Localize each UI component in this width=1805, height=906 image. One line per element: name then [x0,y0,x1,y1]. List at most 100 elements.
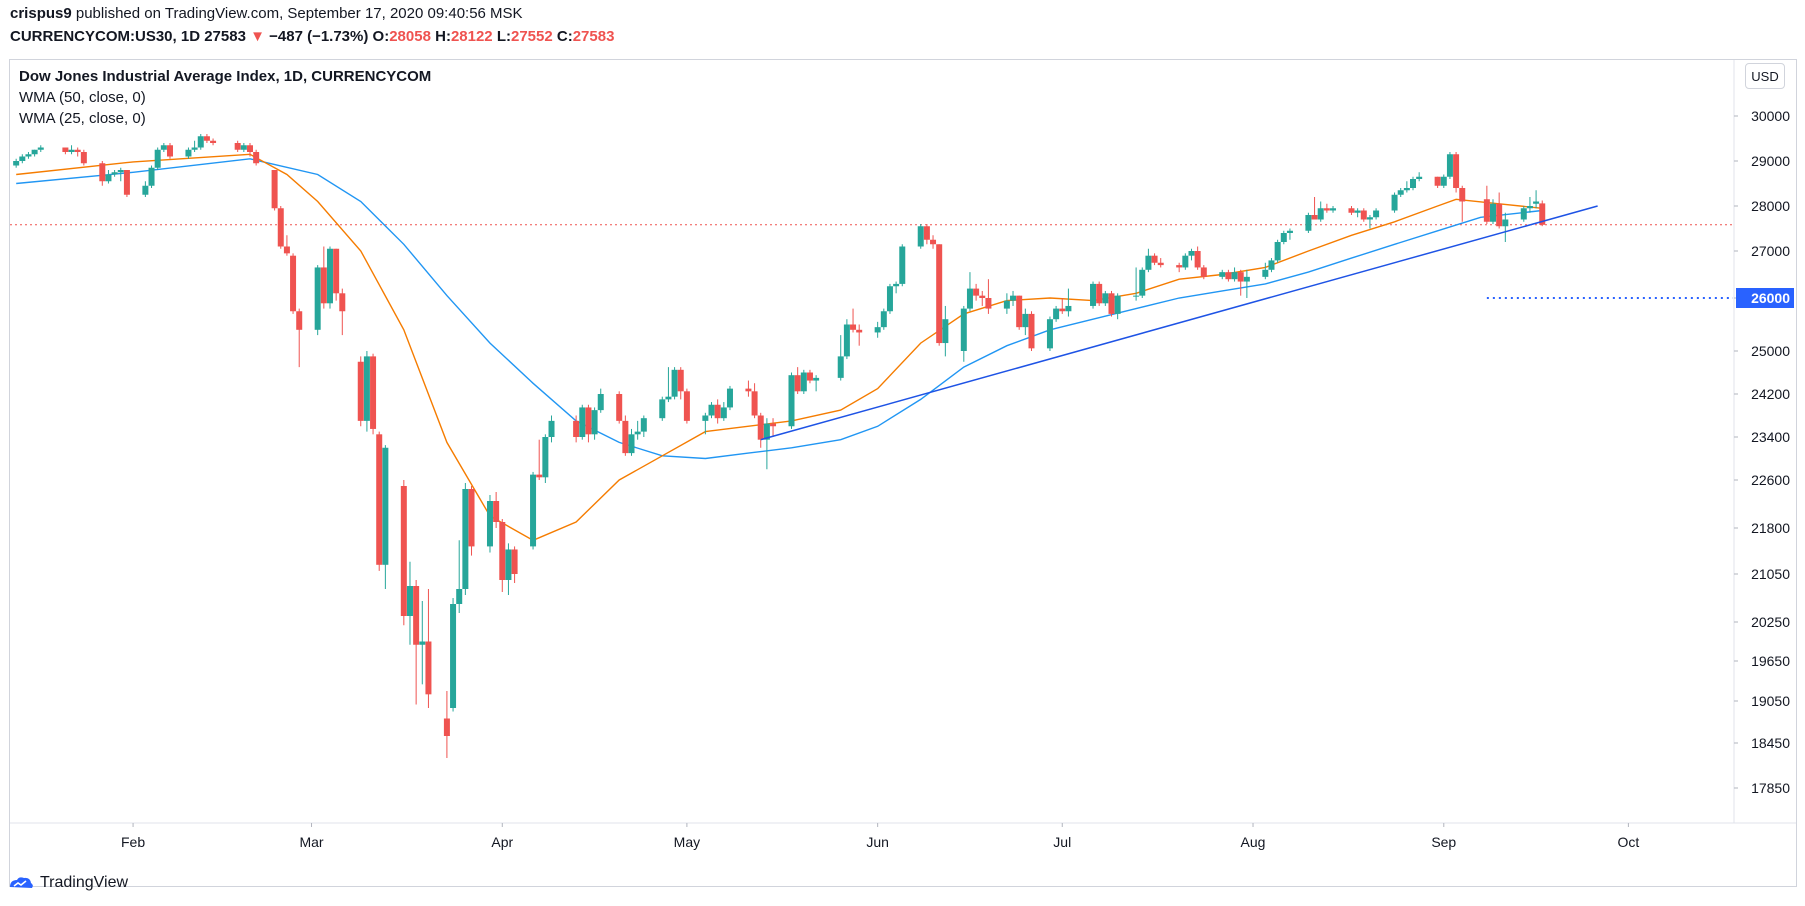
candle-body [591,410,598,435]
candle-body [234,143,241,150]
candle-body [806,372,813,381]
candles-group [13,134,1546,758]
candle-body [1028,313,1035,349]
candle-body [400,486,407,616]
candle-body [1496,203,1503,227]
legend-title: Dow Jones Industrial Average Index, 1D, … [19,68,432,85]
y-tick-label: 19650 [1751,653,1790,669]
candle-body [856,329,863,333]
candle-body [1237,272,1244,282]
candle-body [1373,210,1380,218]
currency-button[interactable]: USD [1745,63,1785,89]
candle-body [326,248,333,304]
candle-body [763,423,770,440]
candle-body [339,293,346,312]
candle-body [197,136,204,148]
x-tick-label: Apr [491,834,513,850]
candle-body [68,149,75,152]
y-tick-label: 24200 [1751,386,1790,402]
candle-body [74,149,81,152]
candle-body [1502,219,1509,227]
x-tick-label: Jun [866,834,889,850]
candle-body [1311,215,1318,220]
candle-body [930,239,937,245]
candle-body [1330,208,1337,211]
close-label: C: [556,28,573,45]
candle-body [757,415,764,440]
candle-body [1022,313,1029,328]
candle-body [185,149,192,157]
candle-body [1440,176,1447,186]
x-tick-label: Aug [1241,834,1266,850]
candle-body [893,283,900,287]
candle-body [677,369,684,392]
candle-body [154,149,161,168]
candle-body [499,522,506,580]
candle-body [1090,283,1097,306]
candle-body [13,161,20,166]
candle-body [253,152,260,164]
candle-body [917,226,924,247]
candle-body [166,145,173,157]
candle-body [443,718,450,736]
candle-body [1139,269,1146,296]
trendline [760,205,1598,441]
y-tick-label: 28000 [1751,198,1790,214]
candle-body [960,308,967,351]
candle-body [314,267,321,330]
footer-brand[interactable]: TradingView [40,874,129,891]
x-tick-label: Mar [299,834,323,850]
candle-body [1305,215,1312,231]
candle-body [450,604,457,708]
candle-body [1188,251,1195,256]
candle-body [1200,267,1207,277]
candle-body [1520,208,1527,220]
candle-body [1483,199,1490,222]
y-tick-label: 19050 [1751,693,1790,709]
y-tick-label: 30000 [1751,108,1790,124]
candle-body [714,404,721,419]
candle-body [616,394,623,421]
x-tick-label: Jul [1053,834,1071,850]
last-price: 27583 [204,28,246,45]
candle-body [1360,210,1367,220]
candle-body [406,586,413,616]
y-tick-label: 22600 [1751,472,1790,488]
candle-body [1096,283,1103,304]
candle-body [1533,201,1540,204]
candle-body [1157,262,1164,266]
candle-body [708,404,715,416]
candle-body [1262,269,1269,277]
candle-body [1526,206,1533,209]
legend-wma50[interactable]: WMA (50, close, 0) [19,89,146,106]
candle-body [794,375,801,392]
tradingview-footer: TradingView [8,872,128,894]
candle-body [1280,233,1287,242]
candle-body [1410,179,1417,188]
publish-header: crispus9 published on TradingView.com, S… [10,4,523,24]
candle-body [886,286,893,312]
candle-body [1108,293,1115,314]
candle-body [456,589,463,604]
candle-body [634,431,641,435]
candle-body [505,549,512,580]
high-label: H: [435,28,451,45]
legend-wma25[interactable]: WMA (25, close, 0) [19,110,146,127]
candle-body [160,145,167,150]
candle-body [1354,210,1361,213]
candle-body [462,489,469,589]
candle-body [419,641,426,645]
candle-body [111,172,118,175]
candle-body [985,298,992,309]
author-name[interactable]: crispus9 [10,5,72,22]
price-change: −487 (−1.73%) [269,28,369,45]
candle-body [1397,190,1404,195]
candle-body [99,163,106,182]
candle-body [142,185,149,195]
candle-body [1053,308,1060,320]
candle-body [1016,295,1023,328]
candle-body [1176,265,1183,268]
candle-body [468,489,475,547]
candle-body [376,434,383,565]
